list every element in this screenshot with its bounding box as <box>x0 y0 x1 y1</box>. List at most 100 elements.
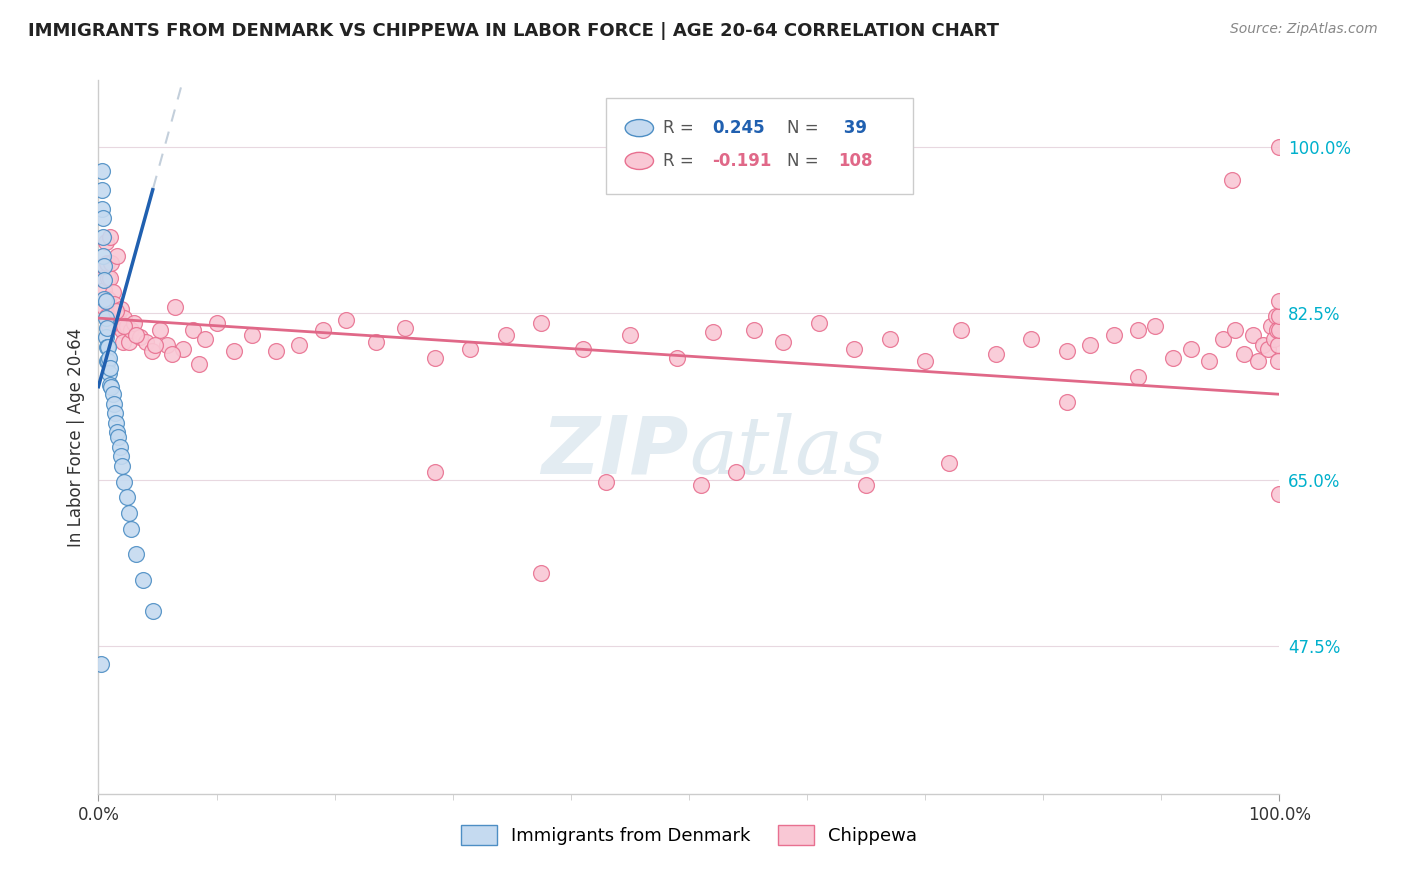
Point <box>702 326 724 340</box>
Text: N =: N = <box>787 152 824 169</box>
Point <box>1161 351 1184 365</box>
Point <box>97 292 120 306</box>
Text: N =: N = <box>787 120 824 137</box>
Point <box>1233 347 1256 361</box>
Point <box>111 322 134 336</box>
Point <box>264 344 287 359</box>
Point <box>1268 487 1291 501</box>
Point <box>112 334 135 349</box>
Point <box>105 416 128 430</box>
Point <box>807 316 830 330</box>
Point <box>97 271 120 285</box>
Text: 108: 108 <box>838 152 872 169</box>
Point <box>96 310 118 324</box>
Point <box>156 338 179 352</box>
Point <box>93 283 115 297</box>
Point <box>772 334 794 349</box>
Point <box>1126 370 1149 384</box>
Point <box>135 334 157 349</box>
Point <box>98 230 121 244</box>
Point <box>394 320 416 334</box>
Point <box>90 657 112 672</box>
Point <box>94 293 117 308</box>
Text: 39: 39 <box>838 120 866 137</box>
Point <box>1247 354 1270 368</box>
Point <box>93 292 115 306</box>
Point <box>143 338 166 352</box>
Point <box>94 311 117 326</box>
Point <box>495 328 517 343</box>
Point <box>1198 354 1220 368</box>
Point <box>115 490 138 504</box>
Point <box>101 387 124 401</box>
Point <box>619 328 641 343</box>
Point <box>118 506 141 520</box>
Point <box>132 573 155 587</box>
Point <box>93 300 115 314</box>
Point <box>141 344 163 359</box>
Text: IMMIGRANTS FROM DENMARK VS CHIPPEWA IN LABOR FORCE | AGE 20-64 CORRELATION CHART: IMMIGRANTS FROM DENMARK VS CHIPPEWA IN L… <box>28 22 1000 40</box>
Point <box>1021 332 1043 346</box>
Legend: Immigrants from Denmark, Chippewa: Immigrants from Denmark, Chippewa <box>453 817 925 853</box>
Point <box>110 449 132 463</box>
Point <box>91 230 114 244</box>
Point <box>1102 328 1125 343</box>
Text: -0.191: -0.191 <box>713 152 772 169</box>
Point <box>666 351 689 365</box>
Point <box>224 344 246 359</box>
Point <box>1264 310 1286 324</box>
Point <box>93 273 115 287</box>
Point <box>1180 342 1202 356</box>
Point <box>949 322 972 336</box>
Point <box>98 360 121 375</box>
Point <box>105 249 128 263</box>
Point <box>96 256 118 270</box>
Point <box>93 259 115 273</box>
Point <box>742 322 765 336</box>
Point <box>98 318 121 333</box>
Point <box>1267 338 1289 352</box>
Point <box>187 357 209 371</box>
Point <box>288 338 311 352</box>
Point <box>689 477 711 491</box>
Point <box>97 340 120 354</box>
Point <box>91 202 114 216</box>
Point <box>96 354 118 368</box>
Point <box>104 310 127 324</box>
Point <box>855 477 877 491</box>
Point <box>1223 322 1246 336</box>
Point <box>97 354 120 368</box>
Point <box>530 316 553 330</box>
Point <box>1260 318 1282 333</box>
Point <box>938 456 960 470</box>
Point <box>96 340 118 354</box>
Point <box>112 318 135 333</box>
Point <box>205 316 228 330</box>
Text: atlas: atlas <box>689 413 884 490</box>
Point <box>725 465 748 479</box>
Point <box>571 342 593 356</box>
Point <box>105 303 128 318</box>
Point <box>595 475 617 489</box>
Text: 0.245: 0.245 <box>713 120 765 137</box>
Point <box>240 328 263 343</box>
Point <box>112 475 135 489</box>
Point <box>108 440 131 454</box>
Point <box>128 330 150 344</box>
Point <box>91 271 114 285</box>
Text: Source: ZipAtlas.com: Source: ZipAtlas.com <box>1230 22 1378 37</box>
Point <box>105 318 128 333</box>
Text: R =: R = <box>664 120 699 137</box>
Point <box>98 271 121 285</box>
Point <box>91 259 114 273</box>
Point <box>110 301 132 316</box>
Point <box>125 328 148 343</box>
Point <box>1263 332 1285 346</box>
Point <box>105 425 128 440</box>
Point <box>1268 140 1291 154</box>
Point <box>1056 395 1078 409</box>
Point <box>104 406 127 420</box>
Point <box>312 322 335 336</box>
Point <box>101 285 124 299</box>
Point <box>107 306 129 320</box>
